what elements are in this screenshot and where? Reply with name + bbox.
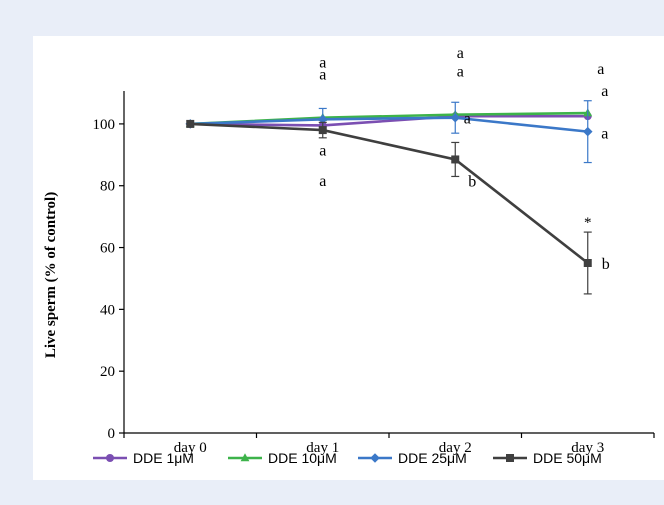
- y-tick-label: 80: [100, 179, 115, 195]
- significance-letter: a: [319, 54, 326, 71]
- series-2: [185, 100, 593, 164]
- y-tick-label: 20: [100, 364, 115, 380]
- chart-panel: 0 20 40 60 80 100 day 0 day 1 day 2 day 3 Live spe…: [33, 36, 664, 480]
- significance-letter: a: [319, 67, 326, 84]
- data-point: [582, 126, 593, 137]
- legend-item-2: DDE 25μM: [358, 450, 467, 466]
- significance-letter: a: [464, 111, 471, 128]
- legend-label: DDE 25μM: [398, 450, 467, 466]
- legend-marker: [240, 453, 250, 462]
- data-point: [451, 155, 460, 164]
- legend-item-3: DDE 50μM: [493, 450, 602, 466]
- y-tick-label: 100: [93, 117, 116, 133]
- significance-letter: b: [602, 256, 610, 273]
- series-line: [190, 116, 588, 133]
- legend-label: DDE 1μM: [133, 450, 194, 466]
- legend-label: DDE 50μM: [533, 450, 602, 466]
- data-point: [317, 114, 328, 125]
- legend-label: DDE 10μM: [268, 450, 337, 466]
- significance-letter: b: [468, 173, 476, 190]
- x-tick-label: day 2: [439, 440, 472, 456]
- axes: 0 20 40 60 80 100 day 0 day 1 day 2 day 3 Live spe…: [43, 91, 655, 456]
- significance-letter: a: [601, 126, 608, 143]
- chart-svg: 0 20 40 60 80 100 day 0 day 1 day 2 day 3 Live spe…: [43, 45, 655, 466]
- legend-marker: [370, 453, 380, 463]
- legend: DDE 1μM DDE 10μM DDE 25μM DDE 50μM: [93, 450, 602, 466]
- data-point: [318, 126, 327, 135]
- series-3: [186, 119, 592, 295]
- legend-marker: [506, 454, 514, 462]
- series-line: [190, 122, 589, 265]
- data-point: [186, 119, 195, 128]
- x-tick-label: day 0: [174, 440, 207, 456]
- y-tick-label: 0: [108, 426, 116, 442]
- y-axis-label: Live sperm (% of control): [43, 192, 59, 358]
- significance-letter: a: [319, 173, 326, 190]
- significance-letter: a: [597, 61, 604, 78]
- y-tick-label: 40: [100, 302, 115, 318]
- data-point: [583, 259, 592, 267]
- x-tick-label: day 3: [571, 440, 604, 456]
- legend-marker: [106, 454, 114, 462]
- significance-letter: a: [601, 83, 608, 100]
- significance-letter: a: [319, 142, 326, 159]
- significance-asterisk: *: [584, 215, 592, 231]
- y-tick-label: 60: [100, 241, 115, 257]
- data-point: [450, 112, 461, 123]
- significance-letter: a: [457, 45, 464, 62]
- legend-item-1: DDE 10μM: [228, 450, 337, 466]
- x-tick-label: day 1: [306, 440, 339, 456]
- series-line: [190, 114, 588, 127]
- legend-item-0: DDE 1μM: [93, 450, 194, 466]
- significance-letter: a: [457, 64, 464, 81]
- series-layer: [185, 100, 593, 295]
